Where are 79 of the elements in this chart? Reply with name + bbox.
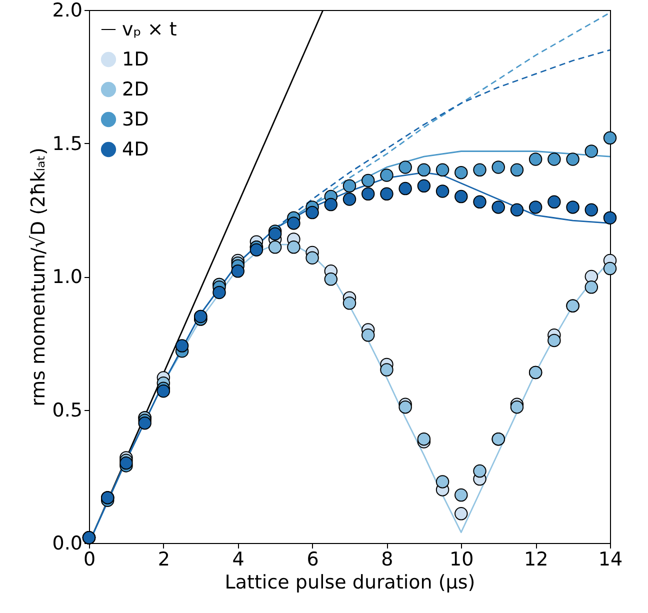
point (380, 168, 394, 182)
point (417, 179, 431, 192)
x-tick-label: 8 (381, 548, 394, 570)
x-tick-label: 14 (598, 548, 623, 570)
point (603, 211, 617, 224)
point (268, 227, 282, 240)
point (548, 195, 561, 208)
x-tick-label: 0 (83, 548, 96, 570)
legend-label: 1D (122, 48, 149, 70)
point (436, 184, 450, 198)
point (231, 264, 244, 278)
point (342, 192, 356, 206)
point (566, 152, 580, 166)
point (287, 216, 300, 230)
point (473, 195, 486, 208)
point (306, 206, 319, 220)
point (584, 280, 598, 294)
point (492, 160, 505, 174)
x-tick-label: 4 (232, 548, 244, 570)
point (584, 270, 598, 284)
x-tick-label: 10 (450, 548, 474, 570)
point (492, 200, 505, 214)
legend-label: 4D (122, 138, 149, 160)
x-axis-title: Lattice pulse duration (µs) (224, 572, 476, 594)
point (342, 296, 356, 310)
point (212, 286, 226, 300)
point (584, 144, 598, 158)
legend-label: 2D (122, 78, 149, 100)
point (473, 464, 486, 478)
point (324, 198, 338, 212)
point (510, 203, 524, 216)
point (584, 203, 598, 216)
point (250, 243, 264, 256)
point (528, 152, 542, 166)
point (454, 488, 468, 502)
point (454, 190, 468, 204)
legend-label: 3D (122, 108, 149, 130)
point (120, 456, 133, 470)
point (436, 475, 450, 488)
point (603, 262, 617, 276)
x-tick-label: 2 (158, 548, 170, 570)
point (268, 240, 282, 254)
point (361, 174, 375, 188)
y-axis-title: rms momentum/√D (2ħkₗₐₜ) (27, 148, 50, 406)
point (287, 240, 300, 254)
point (324, 272, 338, 286)
legend-label: vₚ × t (122, 18, 177, 40)
y-tick-label: 1.5 (52, 132, 82, 155)
y-tick-label: 1.0 (52, 266, 82, 288)
point (454, 507, 468, 520)
point (361, 328, 375, 342)
x-tick-label: 12 (524, 548, 548, 570)
point (417, 163, 431, 177)
point (398, 400, 412, 414)
point (510, 400, 524, 414)
point (380, 187, 394, 200)
point (548, 152, 561, 166)
point (306, 251, 319, 264)
point (548, 334, 561, 348)
point (436, 163, 450, 177)
point (342, 179, 356, 192)
point (175, 339, 189, 352)
point (398, 182, 412, 196)
point (473, 163, 486, 177)
point (454, 166, 468, 180)
y-tick-label: 0.5 (52, 399, 82, 422)
point (361, 187, 375, 200)
point (380, 363, 394, 376)
point (417, 432, 431, 446)
point (528, 200, 542, 214)
point (566, 200, 580, 214)
point (138, 416, 152, 430)
point (603, 131, 617, 145)
point (156, 384, 170, 398)
x-tick-label: 6 (306, 548, 319, 570)
y-tick-label: 0.0 (52, 532, 82, 554)
point (510, 163, 524, 177)
y-tick-label: 2.0 (52, 0, 82, 22)
point (398, 160, 412, 174)
